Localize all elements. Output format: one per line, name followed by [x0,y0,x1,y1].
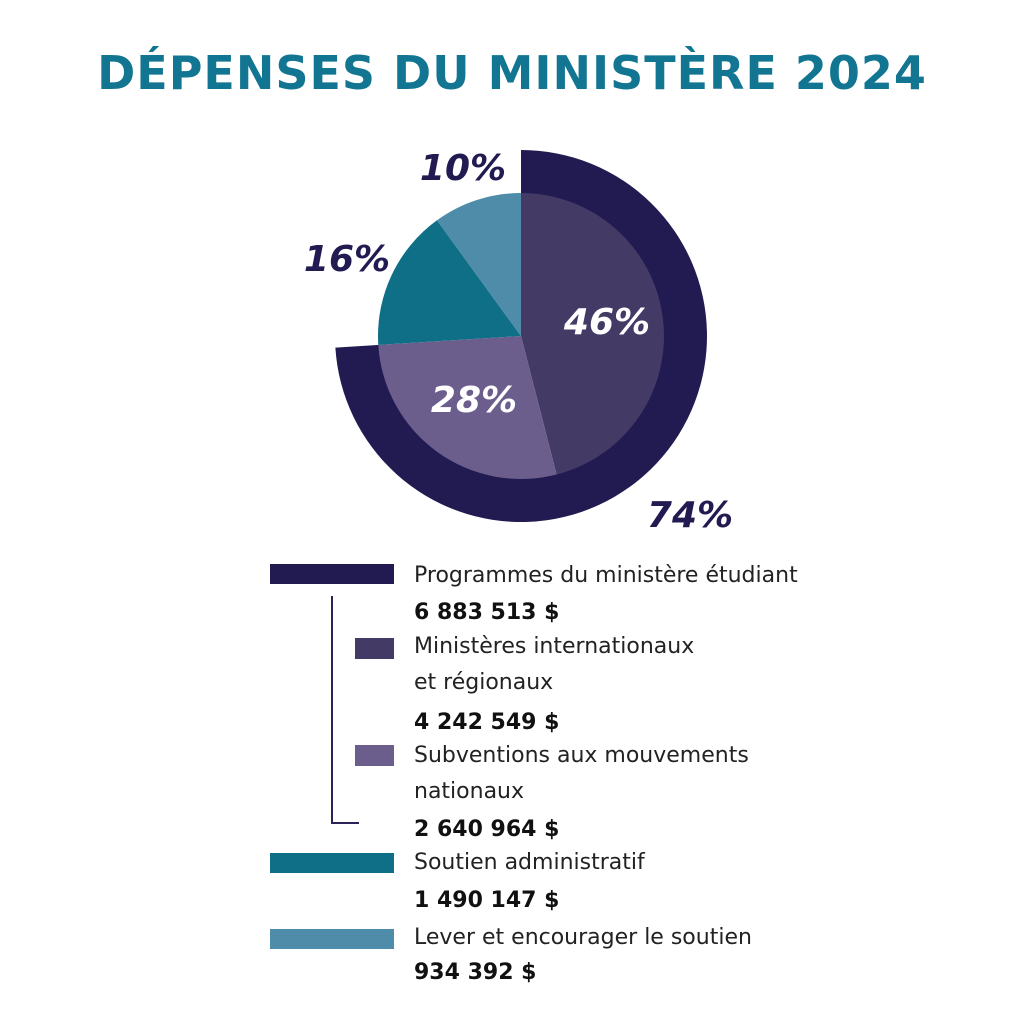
legend-label-soutien-administratif: Soutien administratif [414,845,645,881]
legend-label-line: Lever et encourager le soutien [414,925,752,950]
legend-label-programmes: Programmes du ministère étudiant [414,558,798,594]
legend-label-lever-soutien: Lever et encourager le soutien [414,920,752,956]
pie-slice-subventions [378,336,557,479]
group-bracket [331,596,359,824]
legend-amount-ministeres: 4 242 549 $ [414,710,560,735]
legend-swatch-ministeres [355,638,394,659]
legend-label-ministeres: Ministères internationaux et régionaux [414,629,694,701]
slice-label-46: 46% [563,302,650,343]
legend-swatch-lever-soutien [270,929,394,949]
legend-label-line: et régionaux [414,670,554,695]
legend-label-line: Ministères internationaux [414,634,695,659]
legend-amount-subventions: 2 640 964 $ [414,817,560,842]
legend-label-line: Subventions aux mouvements [414,743,749,768]
chart-title: DÉPENSES DU MINISTÈRE 2024 [97,46,927,100]
legend-label-line: Soutien administratif [414,850,645,875]
legend-label-subventions: Subventions aux mouvements nationaux [414,738,749,810]
legend-swatch-programmes [270,564,394,584]
ring-label-74: 74% [647,495,733,536]
slice-label-28: 28% [431,380,517,421]
slice-label-16: 16% [304,239,390,280]
legend-amount-lever-soutien: 934 392 $ [414,960,537,985]
pie-slice-soutien-administratif [377,220,521,345]
legend-label-line: nationaux [414,779,525,804]
legend-amount-programmes: 6 883 513 $ [414,600,560,625]
legend-swatch-subventions [355,745,394,766]
legend-swatch-soutien-administratif [270,853,394,873]
pie-slice-lever-soutien [436,193,521,336]
legend-label-line: Programmes du ministère étudiant [414,563,798,588]
slice-label-10: 10% [420,148,506,189]
pie-slice-ministeres [521,193,664,475]
legend-amount-soutien-administratif: 1 490 147 $ [414,888,560,913]
